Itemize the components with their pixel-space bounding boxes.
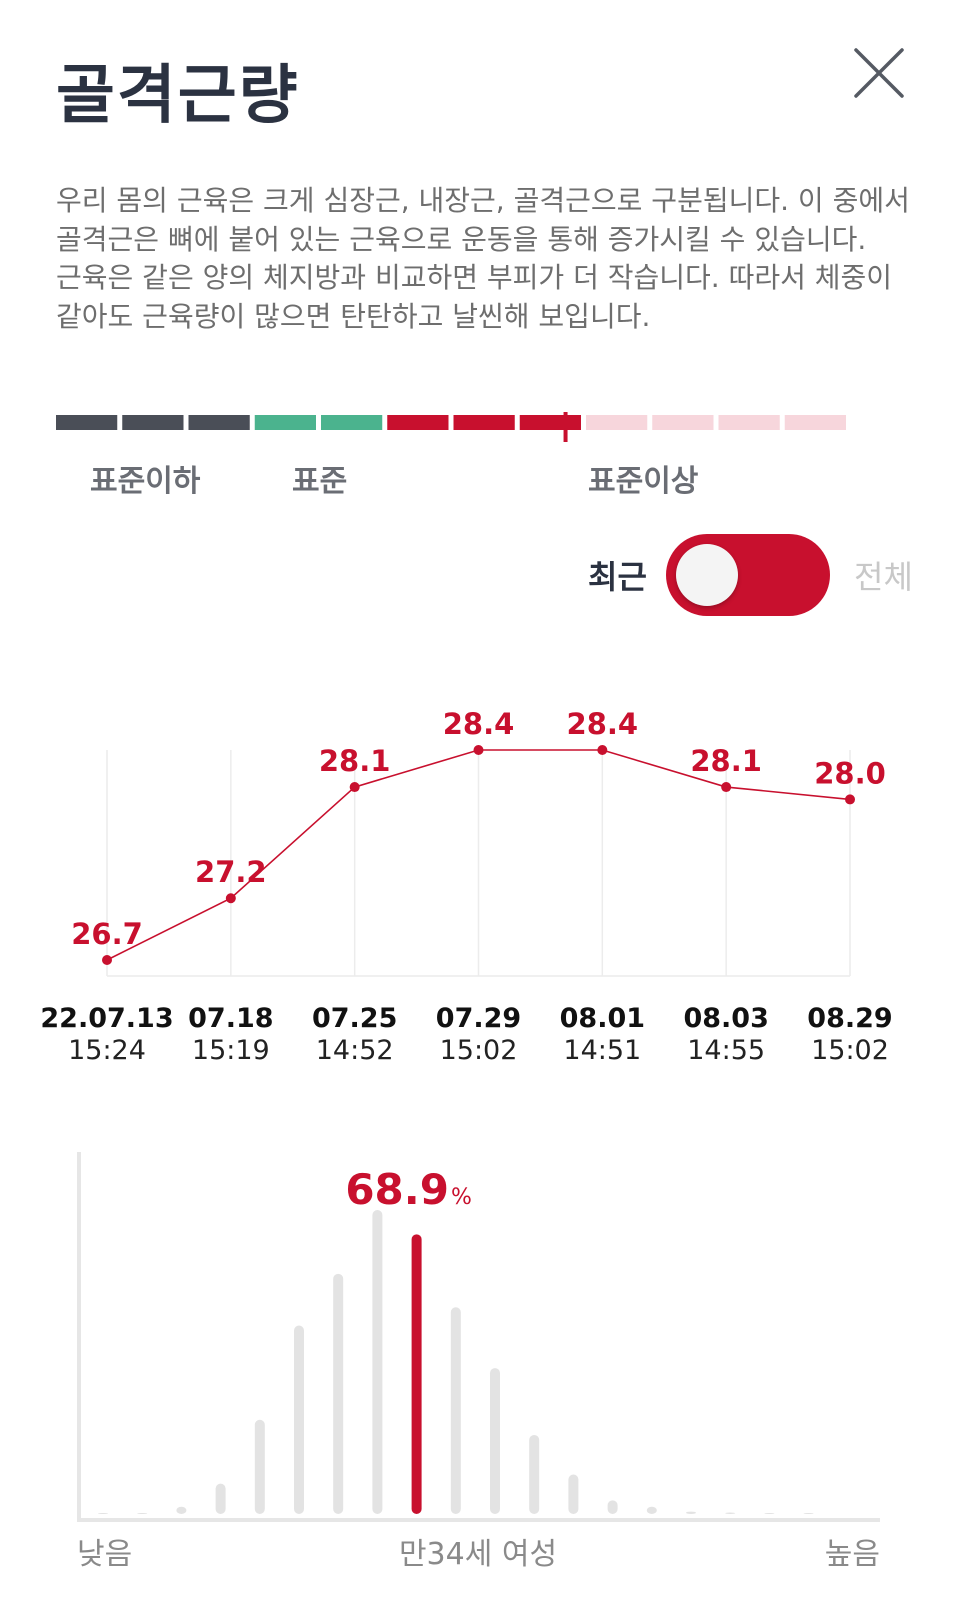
description-text: 우리 몸의 근육은 크게 심장근, 내장근, 골격근으로 구분됩니다. 이 중에… <box>56 184 910 333</box>
period-toggle-switch[interactable] <box>666 534 830 616</box>
scale-marker <box>563 412 568 442</box>
data-label: 28.1 <box>319 744 391 778</box>
x-tick-time: 15:02 <box>440 1035 518 1066</box>
data-point[interactable] <box>721 782 732 793</box>
scale-segment <box>652 415 714 430</box>
scale-segment <box>718 415 780 430</box>
x-tick-time: 15:19 <box>192 1035 270 1066</box>
highlight-bar <box>411 1234 422 1514</box>
page-title: 골격근량 <box>56 59 300 133</box>
scale-label-below: 표준이하 <box>90 464 201 499</box>
scale-segment <box>56 415 118 430</box>
data-point[interactable] <box>349 782 360 793</box>
distribution-bar <box>646 1506 657 1514</box>
toggle-label-recent[interactable]: 최근 <box>588 558 647 596</box>
distribution-bar <box>725 1512 736 1514</box>
scale-label-standard: 표준 <box>292 464 348 499</box>
distribution-bar <box>372 1210 383 1514</box>
x-label-low: 낮음 <box>77 1537 132 1572</box>
distribution-bar <box>686 1511 696 1514</box>
level-scale-bar <box>56 412 846 442</box>
distribution-bar <box>98 1513 108 1514</box>
scale-segment <box>387 415 449 430</box>
data-point[interactable] <box>225 893 236 904</box>
scale-segment <box>122 415 184 430</box>
scale-segment <box>321 415 383 430</box>
close-button[interactable] <box>850 44 908 102</box>
data-label: 28.1 <box>690 744 762 778</box>
x-tick-time: 14:55 <box>687 1035 765 1066</box>
x-tick-date: 07.18 <box>188 1003 273 1034</box>
scale-segment <box>586 415 648 430</box>
x-tick-date: 22.07.13 <box>40 1003 173 1034</box>
distribution-bar-chart: 68.9% 낮음 만34세 여성 높음 <box>77 1152 880 1572</box>
data-label: 28.4 <box>443 707 515 741</box>
distribution-bar <box>607 1500 618 1514</box>
distribution-bar <box>294 1325 304 1514</box>
distribution-bar <box>803 1513 814 1514</box>
distribution-bar <box>568 1474 579 1514</box>
distribution-bar <box>215 1483 226 1514</box>
data-point[interactable] <box>845 794 855 805</box>
x-tick-date: 08.01 <box>560 1003 645 1034</box>
x-tick-time: 15:24 <box>68 1035 146 1066</box>
data-label: 26.7 <box>71 917 143 951</box>
x-tick-time: 14:51 <box>563 1035 641 1066</box>
x-label-high: 높음 <box>825 1537 880 1572</box>
distribution-bar <box>333 1273 344 1514</box>
distribution-bar <box>529 1434 540 1514</box>
distribution-bar <box>764 1513 775 1514</box>
x-tick-date: 08.03 <box>683 1003 768 1034</box>
x-tick-date: 07.29 <box>436 1003 521 1034</box>
x-tick-time: 14:52 <box>316 1035 394 1066</box>
x-tick-date: 07.25 <box>312 1003 397 1034</box>
data-point[interactable] <box>473 745 484 755</box>
scale-segment <box>453 415 515 430</box>
toggle-knob[interactable] <box>676 544 738 606</box>
data-point[interactable] <box>102 955 112 965</box>
highlight-value-label: 68.9% <box>345 1165 472 1214</box>
close-icon <box>854 48 904 98</box>
scale-label-above: 표준이상 <box>588 464 699 499</box>
distribution-bar <box>137 1513 148 1514</box>
period-toggle-row: 최근 전체 <box>0 530 974 620</box>
data-label: 27.2 <box>195 855 267 889</box>
scale-segment <box>784 415 846 430</box>
scale-segment <box>519 415 581 430</box>
x-tick-date: 08.29 <box>807 1003 892 1034</box>
toggle-label-all[interactable]: 전체 <box>854 558 913 596</box>
distribution-bar <box>176 1506 187 1514</box>
x-label-group: 만34세 여성 <box>399 1537 557 1572</box>
data-label: 28.0 <box>814 756 886 790</box>
data-point[interactable] <box>597 745 608 755</box>
distribution-bar <box>450 1307 461 1514</box>
data-label: 28.4 <box>567 707 639 741</box>
x-tick-time: 15:02 <box>811 1035 889 1066</box>
scale-segment <box>188 415 250 430</box>
scale-segment <box>254 415 316 430</box>
distribution-bar <box>254 1419 265 1514</box>
distribution-bar <box>490 1368 500 1514</box>
